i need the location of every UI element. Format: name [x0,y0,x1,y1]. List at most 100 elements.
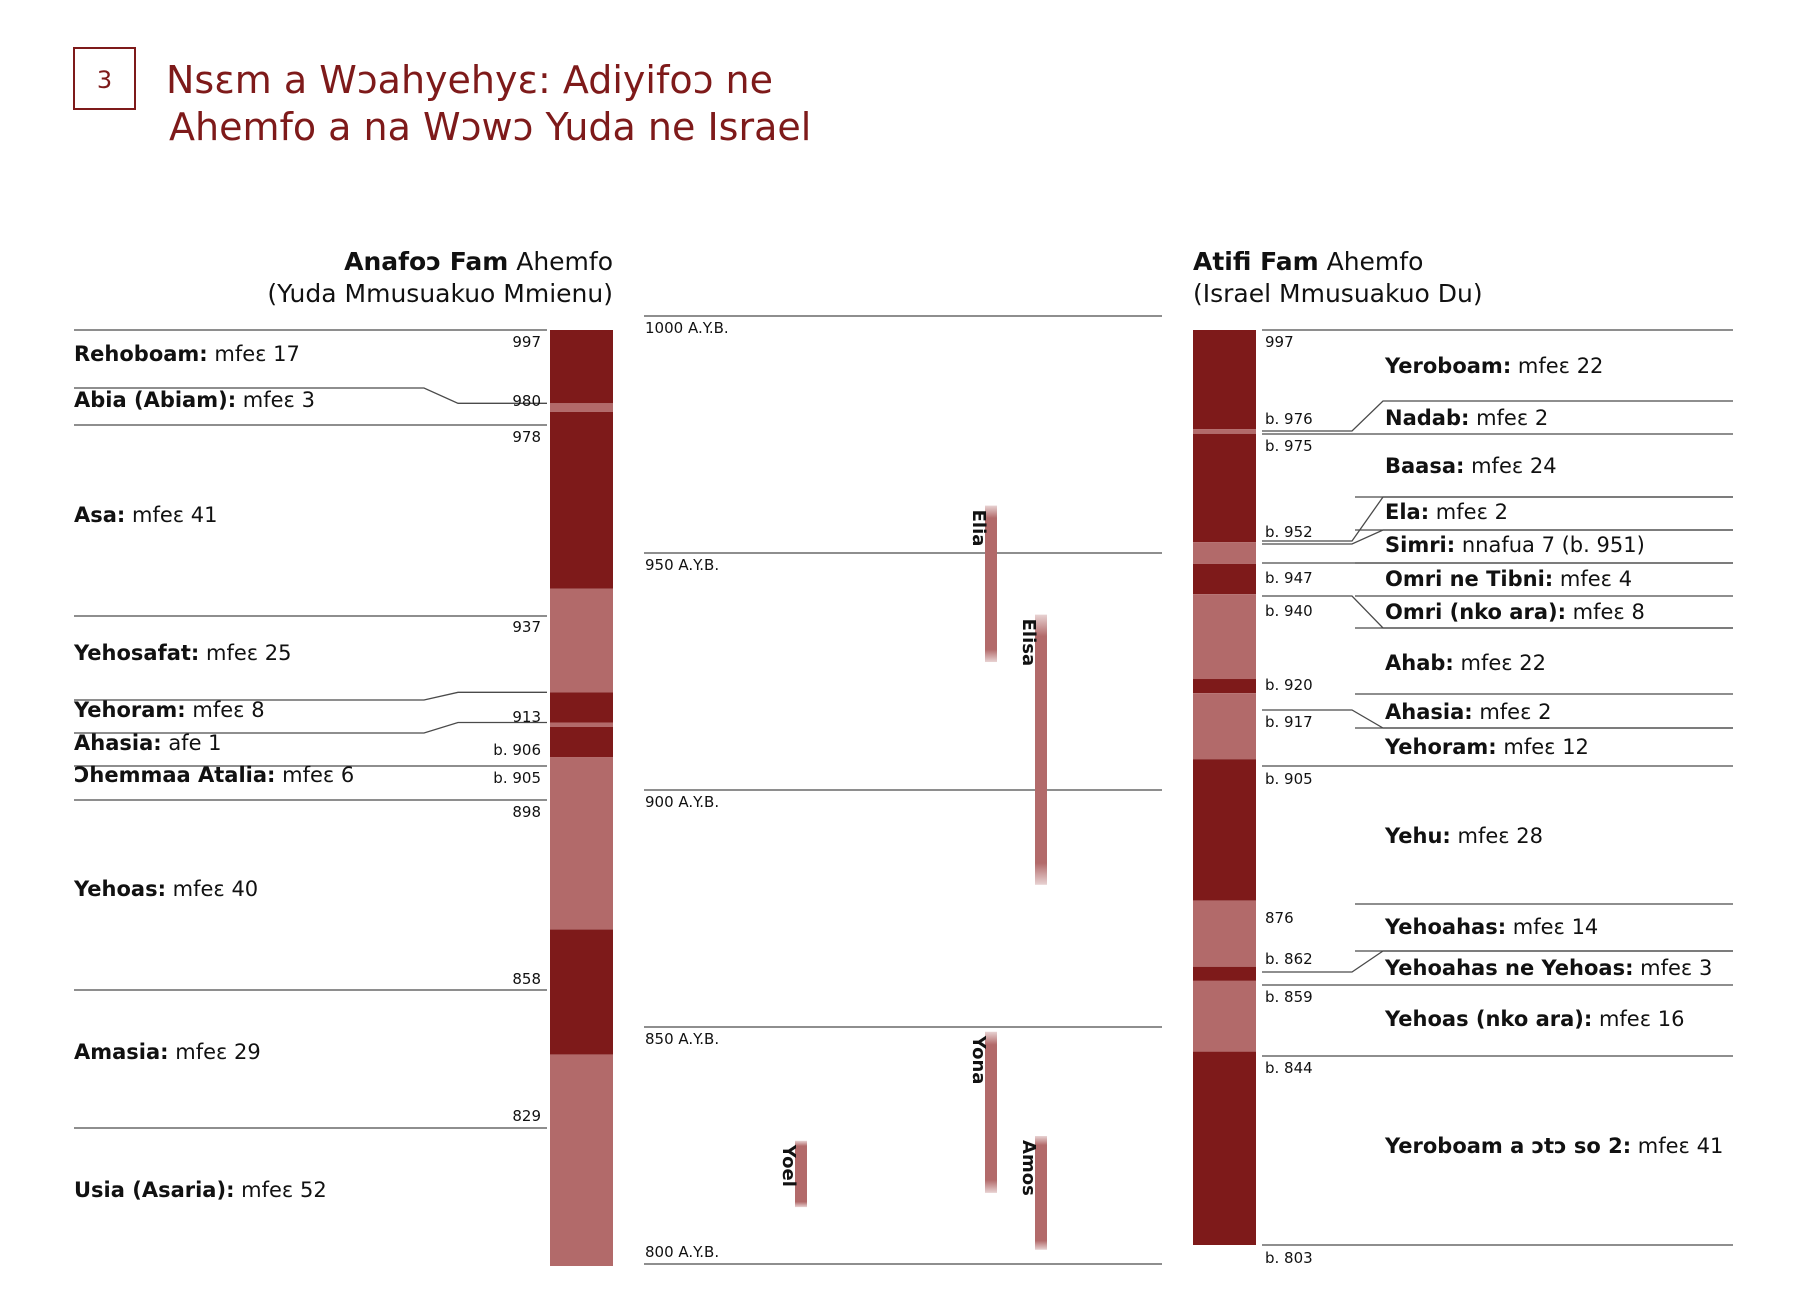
south-heading-bold: Anafoɔ Fam [344,247,508,276]
south-king-label-name: Yehoas: [73,877,166,901]
south-year-label: b. 906 [493,741,541,759]
north-reign-bar [1193,542,1256,564]
north-reign-bar [1193,966,1256,981]
south-heading-normal: Ahemfo [508,247,613,276]
north-reign-bar [1193,594,1256,680]
south-king-label: Abia (Abiam): mfeɛ 3 [74,388,315,412]
north-year-label: b. 940 [1265,602,1313,620]
north-king-label: Omri ne Tibni: mfeɛ 4 [1385,567,1632,591]
south-king-label-name: Rehoboam: [74,342,208,366]
south-king-label: Usia (Asaria): mfeɛ 52 [74,1178,327,1202]
north-king-label-detail: mfeɛ 12 [1497,735,1589,759]
south-year-label: 978 [512,428,541,446]
page-title-line1: Nsɛm a Wɔahyehyɛ: Adiyifoɔ ne [166,58,773,102]
north-king-label-name: Yehoahas: [1384,915,1506,939]
south-reign-bar [550,588,613,693]
south-heading: Anafoɔ Fam Ahemfo [344,247,613,276]
timeline-year-label: 1000 A.Y.B. [645,319,729,337]
south-year-label: 980 [512,392,541,410]
south-king-label: Amasia: mfeɛ 29 [74,1040,261,1064]
prophet-span-bar [985,505,997,663]
north-reign-bar [1193,759,1256,901]
north-king-label-name: Yehoahas ne Yehoas: [1384,956,1633,980]
north-king-label: Simri: nnafua 7 (b. 951) [1385,533,1645,557]
south-reign-bar [550,403,613,412]
north-king-label-name: Yeroboam a ɔtɔ so 2: [1384,1134,1631,1158]
south-king-label-name: Abia (Abiam): [74,388,236,412]
north-heading: Atifi Fam Ahemfo [1193,247,1423,276]
north-year-label: b. 920 [1265,676,1313,694]
north-king-label-name: Omri (nko ara): [1385,600,1566,624]
south-king-label-name: Usia (Asaria): [74,1178,234,1202]
north-king-label: Baasa: mfeɛ 24 [1385,454,1557,478]
north-reign-bar [1193,679,1256,694]
south-connector-line [74,721,547,734]
north-king-label: Yehoas (nko ara): mfeɛ 16 [1384,1007,1684,1031]
prophet-name: Yoel [778,1144,799,1187]
south-year-label: 937 [512,618,541,636]
north-connector-line [1262,595,1733,629]
south-king-label-detail: mfeɛ 52 [234,1178,326,1202]
north-king-label-name: Baasa: [1385,454,1464,478]
south-king-label-name: Yehosafat: [73,641,199,665]
north-connector-line [1262,400,1733,432]
north-king-label-name: Ahab: [1385,651,1454,675]
south-king-label-detail: mfeɛ 29 [169,1040,261,1064]
south-king-label-detail: afe 1 [162,731,222,755]
north-year-label: 997 [1265,333,1294,351]
south-year-label: 997 [512,333,541,351]
south-king-label-name: Ahasia: [74,731,162,755]
north-king-label-detail: mfeɛ 22 [1454,651,1546,675]
prophet-name: Elisa [1018,619,1039,667]
north-reign-bar [1193,1051,1256,1245]
north-king-label-detail: mfeɛ 24 [1464,454,1556,478]
north-king-label-detail: mfeɛ 16 [1592,1007,1684,1031]
north-king-label: Ahab: mfeɛ 22 [1385,651,1546,675]
timeline-year-label: 850 A.Y.B. [645,1030,719,1048]
south-reign-bar [550,757,613,930]
north-king-label: Yeroboam: mfeɛ 22 [1384,354,1603,378]
south-subheading: (Yuda Mmusuakuo Mmienu) [267,279,613,308]
north-king-label-detail: mfeɛ 3 [1633,956,1712,980]
north-reign-bar [1193,900,1256,967]
south-king-label-name: Amasia: [74,1040,169,1064]
prophet-name: Amos [1018,1140,1039,1196]
north-king-label-detail: mfeɛ 22 [1511,354,1603,378]
north-king-label-name: Omri ne Tibni: [1385,567,1553,591]
chart-number: 3 [97,66,112,94]
south-king-label-detail: mfeɛ 17 [208,342,300,366]
page-title-line2: Ahemfo a na Wɔwɔ Yuda ne Israel [169,105,811,149]
south-king-label: Asa: mfeɛ 41 [74,503,218,527]
north-king-label: Yehoram: mfeɛ 12 [1384,735,1589,759]
south-reign-bar [550,726,613,758]
prophet-span-bar [1035,614,1047,885]
south-year-label: 898 [512,803,541,821]
north-king-label-detail: mfeɛ 2 [1469,406,1548,430]
north-subheading: (Israel Mmusuakuo Du) [1193,279,1483,308]
north-king-label: Yehoahas: mfeɛ 14 [1384,915,1598,939]
north-king-label-name: Yeroboam: [1384,354,1511,378]
north-connector-line [1262,496,1733,542]
north-king-label-detail: mfeɛ 8 [1566,600,1645,624]
south-reign-bar [550,1054,613,1266]
south-year-label: 858 [512,970,541,988]
prophet-name: Elia [968,510,989,547]
south-king-label-name: Ɔhemmaa Atalia: [74,763,275,787]
south-king-label-detail: mfeɛ 40 [166,877,258,901]
north-year-label: b. 859 [1265,988,1313,1006]
north-king-label-detail: mfeɛ 14 [1506,915,1598,939]
prophet-name: Yona [968,1035,989,1085]
prophet-span-bar [1035,1136,1047,1250]
south-king-label: Yehosafat: mfeɛ 25 [73,641,292,665]
north-king-label-name: Yehoas (nko ara): [1384,1007,1592,1031]
south-year-label: b. 905 [493,769,541,787]
south-reign-bar [550,692,613,723]
north-king-label: Omri (nko ara): mfeɛ 8 [1385,600,1645,624]
chart-number-box [73,47,136,110]
north-king-label-detail: mfeɛ 28 [1451,824,1543,848]
north-year-label: b. 862 [1265,950,1313,968]
south-reign-bar [550,929,613,1055]
timeline-year-label: 800 A.Y.B. [645,1243,719,1261]
